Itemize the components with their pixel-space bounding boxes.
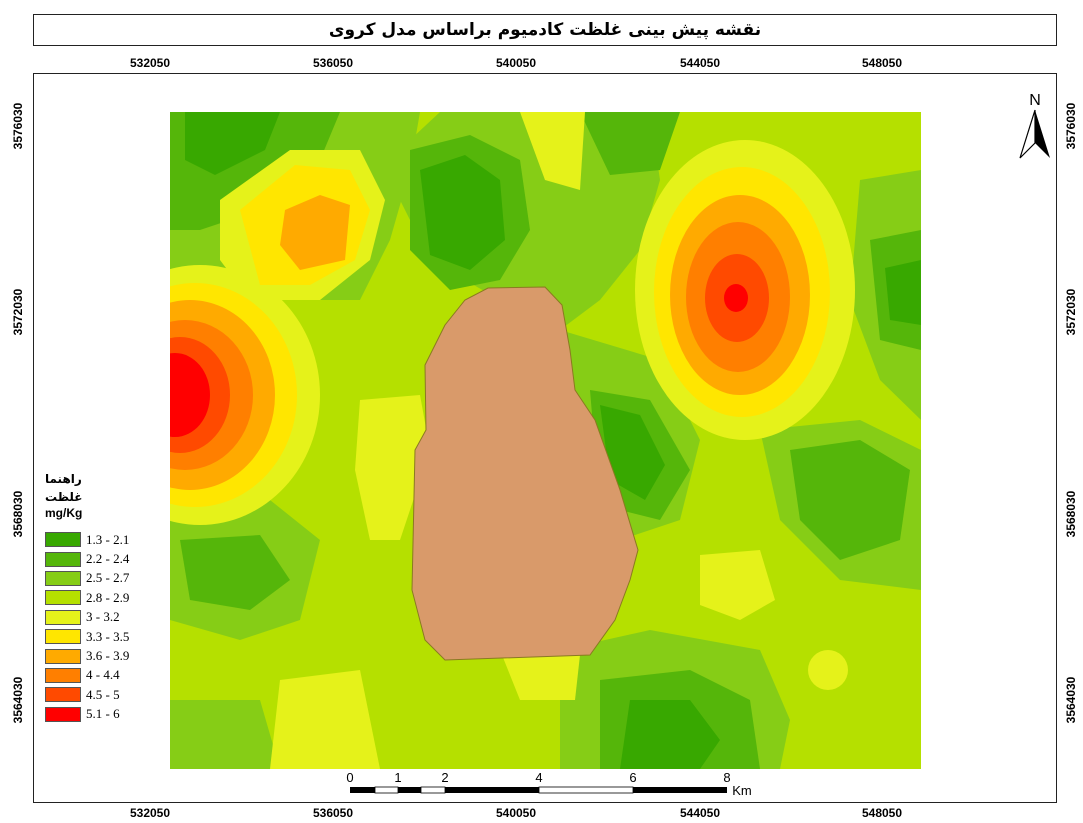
north-arrow-icon bbox=[1019, 109, 1050, 159]
legend-item: 5.1 - 6 bbox=[45, 705, 129, 724]
legend-swatch bbox=[45, 629, 81, 645]
legend-swatch bbox=[45, 551, 81, 567]
class-3_6-3_9-area bbox=[280, 195, 350, 270]
scale-unit: Km bbox=[732, 783, 752, 798]
legend-item: 3 - 3.2 bbox=[45, 608, 129, 627]
legend-unit: mg/Kg bbox=[45, 506, 83, 520]
class-5_1-6-area bbox=[724, 284, 748, 312]
map-frame bbox=[33, 73, 1057, 803]
class-3-3_2-area bbox=[808, 650, 848, 690]
x-tick-bottom: 544050 bbox=[679, 806, 721, 820]
legend-item: 2.2 - 2.4 bbox=[45, 549, 129, 568]
scale-label: 1 bbox=[394, 770, 402, 785]
class-3-3_2-area bbox=[270, 670, 380, 769]
legend-swatch bbox=[45, 648, 81, 664]
x-tick-top: 536050 bbox=[312, 56, 354, 70]
class-2_2-2_4-area bbox=[790, 440, 910, 560]
class-3-3_2-area bbox=[700, 550, 775, 620]
class-1_3-2_1-area bbox=[600, 405, 665, 500]
class-1_3-2_1-area bbox=[620, 700, 720, 769]
legend-title: راهنما bbox=[45, 472, 82, 486]
scale-label: 8 bbox=[723, 770, 731, 785]
x-tick-top: 544050 bbox=[679, 56, 721, 70]
x-tick-bottom: 548050 bbox=[861, 806, 903, 820]
scale-label: 4 bbox=[535, 770, 543, 785]
scale-bar bbox=[350, 786, 727, 794]
concentration-surface bbox=[170, 112, 921, 769]
legend-item: 4 - 4.4 bbox=[45, 666, 129, 685]
legend-swatch bbox=[45, 609, 81, 625]
scale-label: 2 bbox=[441, 770, 449, 785]
legend-item: 2.5 - 2.7 bbox=[45, 569, 129, 588]
legend-swatch bbox=[45, 570, 81, 586]
legend-label: 5.1 - 6 bbox=[86, 706, 120, 722]
legend-label: 3.3 - 3.5 bbox=[86, 628, 130, 644]
x-tick-top: 548050 bbox=[861, 56, 903, 70]
legend-items: 1.3 - 2.1 2.2 - 2.4 2.5 - 2.7 2.8 - 2.9 3 - … bbox=[45, 530, 129, 724]
legend-item: 4.5 - 5 bbox=[45, 685, 129, 704]
x-tick-top: 532050 bbox=[129, 56, 171, 70]
class-3-3_2-area bbox=[500, 650, 580, 700]
legend-label: 1.3 - 2.1 bbox=[86, 531, 130, 547]
legend-swatch bbox=[45, 590, 81, 606]
legend-swatch bbox=[45, 687, 81, 703]
class-3-3_2-area bbox=[520, 112, 585, 190]
scale-label: 0 bbox=[346, 770, 354, 785]
legend-label: 2.2 - 2.4 bbox=[86, 551, 130, 567]
class-2_5-2_7-area bbox=[170, 700, 280, 769]
lake-polygon bbox=[411, 286, 639, 661]
legend-label: 2.5 - 2.7 bbox=[86, 570, 130, 586]
class-1_3-2_1-area bbox=[885, 260, 921, 325]
legend-label: 4 - 4.4 bbox=[86, 667, 120, 683]
x-tick-bottom: 532050 bbox=[129, 806, 171, 820]
legend-label: 3.6 - 3.9 bbox=[86, 648, 130, 664]
legend-item: 3.3 - 3.5 bbox=[45, 627, 129, 646]
class-1_3-2_1-area bbox=[185, 112, 280, 175]
map-title: نقشه پیش بینی غلظت کادمیوم براساس مدل کر… bbox=[33, 14, 1057, 46]
class-2_2-2_4-area bbox=[180, 535, 290, 610]
legend-swatch bbox=[45, 667, 81, 683]
scale-label: 6 bbox=[629, 770, 637, 785]
legend-label: 4.5 - 5 bbox=[86, 686, 120, 702]
class-3-3_2-area bbox=[355, 395, 430, 540]
legend-subtitle: غلظت bbox=[45, 490, 83, 504]
legend-swatch bbox=[45, 532, 81, 548]
north-label: N bbox=[1029, 92, 1041, 109]
legend-label: 3 - 3.2 bbox=[86, 609, 120, 625]
x-tick-bottom: 540050 bbox=[495, 806, 537, 820]
legend-item: 1.3 - 2.1 bbox=[45, 530, 129, 549]
legend-item: 2.8 - 2.9 bbox=[45, 588, 129, 607]
class-5_1-6-area bbox=[170, 353, 210, 437]
legend-label: 2.8 - 2.9 bbox=[86, 589, 130, 605]
legend: راهنما غلظت mg/Kg 1.3 - 2.1 2.2 - 2.4 2.5 … bbox=[45, 470, 129, 724]
legend-swatch bbox=[45, 706, 81, 722]
class-1_3-2_1-area bbox=[420, 155, 505, 270]
x-tick-top: 540050 bbox=[495, 56, 537, 70]
class-2_2-2_4-area bbox=[580, 112, 680, 175]
legend-item: 3.6 - 3.9 bbox=[45, 646, 129, 665]
x-tick-bottom: 536050 bbox=[312, 806, 354, 820]
